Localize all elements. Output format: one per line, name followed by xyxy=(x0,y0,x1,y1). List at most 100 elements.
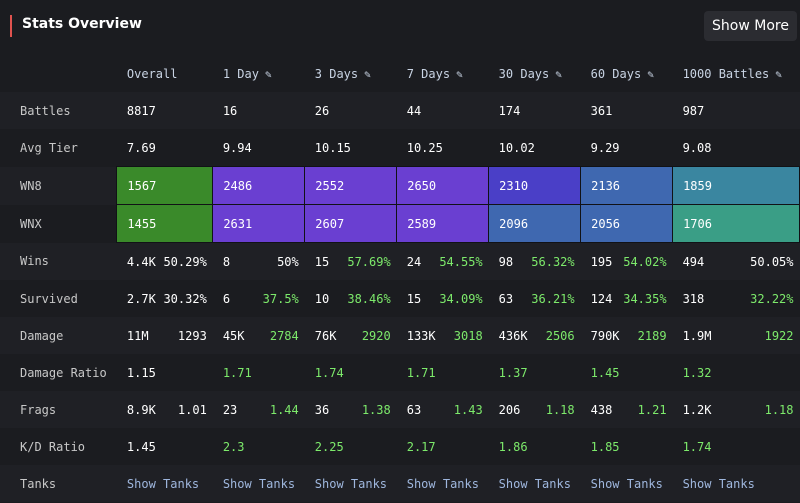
rating-cell: 2650 xyxy=(396,166,490,205)
cell: 133K 3018 xyxy=(396,317,489,354)
cell: 8 50% xyxy=(212,242,305,280)
cell: Show Tanks xyxy=(116,465,213,502)
cell: 1.32 xyxy=(672,354,800,391)
cell: 23 1.44 xyxy=(212,391,305,428)
cell: 9.29 xyxy=(580,129,673,167)
cell: 36 1.38 xyxy=(304,391,397,428)
cell-total: 436K xyxy=(498,328,528,343)
cell: 9.94 xyxy=(212,129,305,167)
row-wn8: WN8 1567 2486 2552 2650 2310 2136 1859 xyxy=(0,166,800,205)
show-tanks-link[interactable]: Show Tanks xyxy=(126,476,200,491)
row-label: Battles xyxy=(0,92,117,129)
column-header-3-days[interactable]: 3 Days ✎ xyxy=(305,55,397,92)
pencil-icon[interactable]: ✎ xyxy=(364,67,371,81)
row-label: Damage Ratio xyxy=(0,354,117,391)
cell-total: 206 xyxy=(498,402,521,417)
cell-average: 1.44 xyxy=(269,402,299,417)
cell: 44 xyxy=(396,92,489,129)
cell: 361 xyxy=(580,92,673,129)
cell-rate: 38.46% xyxy=(347,291,391,306)
column-label: 30 Days xyxy=(498,66,550,81)
show-tanks-link[interactable]: Show Tanks xyxy=(498,476,571,491)
cell: 45K 2784 xyxy=(212,317,305,354)
cell: 26 xyxy=(304,92,397,129)
rating-cell: 1706 xyxy=(672,204,800,243)
cell-average: 1.18 xyxy=(545,402,575,417)
row-frags: Frags 8.9K 1.01 23 1.44 36 1.38 63 1.43 206 1… xyxy=(0,391,800,428)
rating-cell: 2607 xyxy=(304,204,398,243)
cell: 76K 2920 xyxy=(304,317,397,354)
cell-rate: 34.09% xyxy=(439,291,483,306)
cell: 16 xyxy=(212,92,305,129)
cell-count: 10 xyxy=(314,291,330,306)
row-kd-ratio: K/D Ratio 1.45 2.3 2.25 2.17 1.86 1.85 1… xyxy=(0,428,800,465)
show-tanks-link[interactable]: Show Tanks xyxy=(222,476,296,491)
cell: 1.2K 1.18 xyxy=(672,391,800,428)
pencil-icon[interactable]: ✎ xyxy=(456,67,463,81)
show-tanks-link[interactable]: Show Tanks xyxy=(590,476,663,491)
show-tanks-link[interactable]: Show Tanks xyxy=(314,476,388,491)
row-avg-tier: Avg Tier 7.69 9.94 10.15 10.25 10.02 9.2… xyxy=(0,129,800,167)
column-header-60-days[interactable]: 60 Days ✎ xyxy=(581,55,673,92)
cell-count: 6 xyxy=(222,291,231,306)
cell-total: 790K xyxy=(590,328,620,343)
header-corner xyxy=(0,55,117,92)
cell-total: 36 xyxy=(314,402,330,417)
rating-cell: 2589 xyxy=(396,204,490,243)
row-label: WNX xyxy=(0,204,117,243)
column-header-7-days[interactable]: 7 Days ✎ xyxy=(397,55,489,92)
cell: 2.25 xyxy=(304,428,397,465)
cell-rate: 36.21% xyxy=(531,291,575,306)
cell-count: 8 xyxy=(222,254,231,269)
cell: 1.71 xyxy=(212,354,305,391)
cell: 6 37.5% xyxy=(212,280,305,317)
rating-cell: 1455 xyxy=(116,204,214,243)
cell-average: 3018 xyxy=(453,328,483,343)
column-header-1000-battles[interactable]: 1000 Battles ✎ xyxy=(673,55,800,92)
cell: 1.85 xyxy=(580,428,673,465)
cell-total: 45K xyxy=(222,328,245,343)
rating-cell: 2552 xyxy=(304,166,398,205)
pencil-icon[interactable]: ✎ xyxy=(647,67,654,81)
row-tanks: Tanks Show Tanks Show Tanks Show Tanks S… xyxy=(0,465,800,502)
cell-count: 195 xyxy=(590,254,613,269)
cell: 987 xyxy=(672,92,800,129)
row-damage-ratio: Damage Ratio 1.15 1.71 1.74 1.71 1.37 1.… xyxy=(0,354,800,391)
cell: 1.86 xyxy=(488,428,581,465)
cell: Show Tanks xyxy=(488,465,581,502)
accent-bar xyxy=(10,15,12,37)
cell-average: 1922 xyxy=(764,328,794,343)
cell-rate: 54.55% xyxy=(439,254,483,269)
row-wnx: WNX 1455 2631 2607 2589 2096 2056 1706 xyxy=(0,204,800,243)
cell: 1.45 xyxy=(580,354,673,391)
cell: 10.02 xyxy=(488,129,581,167)
cell-average: 1.01 xyxy=(177,402,207,417)
show-more-button[interactable]: Show More xyxy=(704,11,797,41)
cell-total: 8.9K xyxy=(126,402,156,417)
cell: 2.3 xyxy=(212,428,305,465)
cell-total: 11M xyxy=(126,328,149,343)
column-header-overall: Overall xyxy=(117,55,213,92)
row-battles: Battles 8817 16 26 44 174 361 987 xyxy=(0,92,800,129)
cell-total: 438 xyxy=(590,402,613,417)
pencil-icon[interactable]: ✎ xyxy=(264,67,272,81)
cell: Show Tanks xyxy=(396,465,489,502)
cell: 206 1.18 xyxy=(488,391,581,428)
cell: Show Tanks xyxy=(212,465,305,502)
cell-average: 1293 xyxy=(177,328,207,343)
cell-rate: 32.22% xyxy=(750,291,794,306)
show-tanks-link[interactable]: Show Tanks xyxy=(682,476,755,491)
pencil-icon[interactable]: ✎ xyxy=(775,67,782,81)
show-tanks-link[interactable]: Show Tanks xyxy=(406,476,479,491)
cell-total: 63 xyxy=(406,402,422,417)
column-header-30-days[interactable]: 30 Days ✎ xyxy=(489,55,581,92)
pencil-icon[interactable]: ✎ xyxy=(555,67,562,81)
column-header-1-day[interactable]: 1 Day ✎ xyxy=(213,55,305,92)
row-damage: Damage 11M 1293 45K 2784 76K 2920 133K 3018 … xyxy=(0,317,800,354)
cell-count: 2.7K xyxy=(126,291,156,306)
cell-count: 318 xyxy=(682,291,705,306)
header-row: Overall 1 Day ✎ 3 Days ✎ 7 Days ✎ 30 Days ✎ … xyxy=(0,55,800,92)
cell: 1.45 xyxy=(116,428,213,465)
cell-average: 2784 xyxy=(269,328,299,343)
cell: 790K 2189 xyxy=(580,317,673,354)
